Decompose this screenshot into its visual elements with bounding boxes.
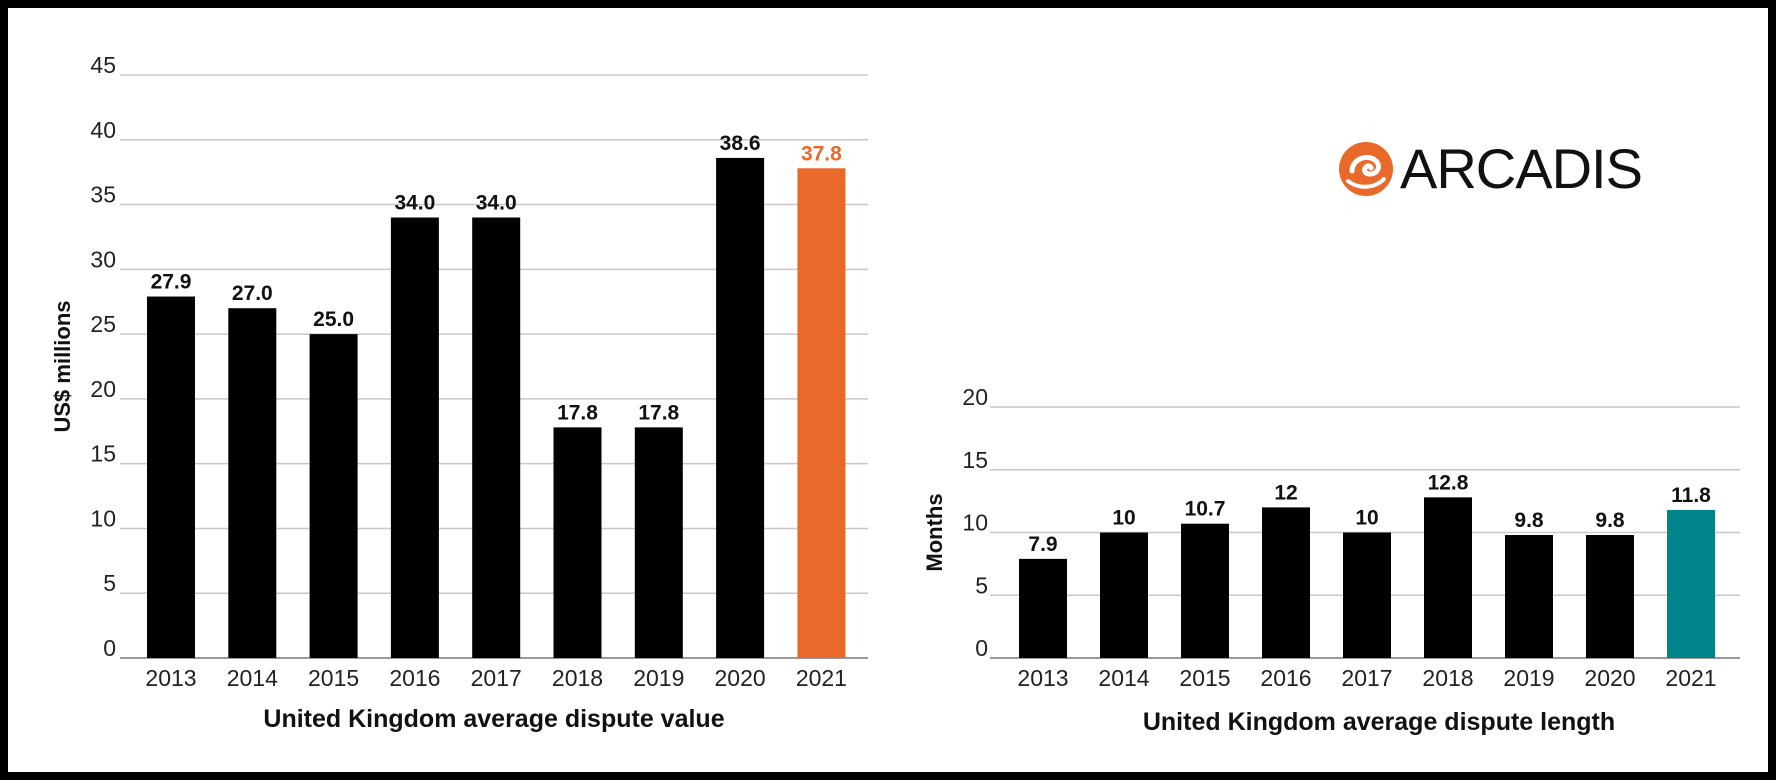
length-chart-y-tick-label: 10 — [962, 510, 988, 536]
length-chart-bar — [1100, 532, 1148, 658]
length-chart-y-tick-label: 0 — [975, 635, 988, 661]
length-chart-bar — [1424, 497, 1472, 658]
length-chart-data-label: 12.8 — [1428, 471, 1469, 494]
length-chart-x-tick-label: 2014 — [1098, 665, 1149, 691]
length-chart-data-label: 9.8 — [1514, 509, 1544, 532]
value-chart-title: United Kingdom average dispute value — [263, 705, 724, 733]
length-chart-data-label: 10.7 — [1185, 498, 1226, 521]
value-chart-y-tick-label: 10 — [90, 505, 116, 531]
arcadis-logo-text: ARCADIS — [1400, 137, 1643, 200]
length-chart-bar — [1667, 509, 1715, 658]
value-chart-y-tick-label: 45 — [90, 52, 116, 78]
value-chart-data-label: 38.6 — [720, 132, 761, 155]
value-chart-x-tick-label: 2014 — [227, 665, 278, 691]
value-chart-bar — [797, 168, 846, 658]
value-chart-bar — [553, 427, 602, 658]
length-chart-bar — [1505, 535, 1553, 658]
length-chart-x-tick-label: 2017 — [1341, 665, 1392, 691]
length-chart-bar — [1019, 558, 1067, 658]
value-chart-bar — [309, 334, 358, 658]
value-chart-y-tick-label: 5 — [103, 570, 116, 596]
value-chart-data-label: 17.8 — [638, 401, 679, 424]
length-chart-data-label: 10 — [1112, 507, 1135, 530]
length-chart-bar — [1262, 507, 1310, 658]
value-chart-y-tick-label: 40 — [90, 117, 116, 143]
length-chart-x-tick-label: 2013 — [1017, 665, 1068, 691]
value-chart-y-tick-label: 20 — [90, 376, 116, 402]
value-chart-bar — [147, 296, 195, 658]
length-chart-x-tick-label: 2016 — [1260, 665, 1311, 691]
value-chart-bar — [634, 427, 683, 658]
value-chart-data-label: 34.0 — [394, 192, 435, 215]
length-chart-x-tick-label: 2021 — [1665, 665, 1716, 691]
length-chart-x-tick-label: 2018 — [1422, 665, 1473, 691]
length-chart-bar — [1181, 523, 1229, 658]
length-chart-y-tick-label: 15 — [962, 447, 988, 473]
length-chart-x-tick-label: 2020 — [1584, 665, 1635, 691]
value-chart-data-label: 27.9 — [151, 271, 192, 294]
value-chart-bar — [716, 157, 765, 658]
length-chart-data-label: 7.9 — [1028, 533, 1057, 556]
value-chart-x-tick-label: 2016 — [389, 665, 440, 691]
value-chart-y-tick-label: 35 — [90, 182, 116, 208]
value-chart-y-axis-title: US$ millions — [50, 300, 75, 432]
value-chart-y-tick-label: 15 — [90, 441, 116, 467]
value-chart-bar — [472, 217, 521, 658]
length-chart-y-tick-label: 20 — [962, 384, 988, 410]
value-chart-y-tick-label: 0 — [103, 635, 116, 661]
value-chart-data-label: 34.0 — [476, 192, 517, 215]
value-chart-data-label: 27.0 — [232, 282, 273, 305]
length-chart-y-axis-title: Months — [922, 493, 947, 571]
value-chart-data-label: 17.8 — [557, 401, 598, 424]
arcadis-logo-icon — [1339, 142, 1393, 196]
value-chart-x-tick-label: 2015 — [308, 665, 359, 691]
length-chart-data-label: 9.8 — [1595, 509, 1625, 532]
length-chart-x-tick-label: 2019 — [1503, 665, 1554, 691]
length-chart-data-label: 11.8 — [1671, 484, 1711, 507]
value-chart-x-tick-label: 2020 — [715, 665, 766, 691]
value-chart-x-tick-label: 2019 — [633, 665, 684, 691]
length-chart-y-tick-label: 5 — [975, 572, 988, 598]
length-chart-data-label: 10 — [1355, 507, 1378, 530]
length-chart-x-tick-label: 2015 — [1179, 665, 1230, 691]
value-chart-x-tick-label: 2021 — [796, 665, 847, 691]
value-chart-x-tick-label: 2017 — [471, 665, 522, 691]
value-chart-bar — [390, 217, 439, 658]
length-chart-title: United Kingdom average dispute length — [1143, 708, 1615, 736]
value-chart-x-tick-label: 2013 — [145, 665, 196, 691]
value-chart-x-tick-label: 2018 — [552, 665, 603, 691]
value-chart-data-label: 25.0 — [313, 308, 354, 331]
value-chart-bar — [228, 308, 277, 658]
arcadis-logo: ARCADIS — [1338, 137, 1643, 200]
value-chart-y-tick-label: 30 — [90, 246, 116, 272]
value-chart-data-label: 37.8 — [801, 142, 842, 165]
value-chart-y-tick-label: 25 — [90, 311, 116, 337]
length-chart-bar — [1343, 532, 1391, 658]
length-chart-data-label: 12 — [1274, 481, 1297, 504]
length-chart-bar — [1586, 535, 1634, 658]
